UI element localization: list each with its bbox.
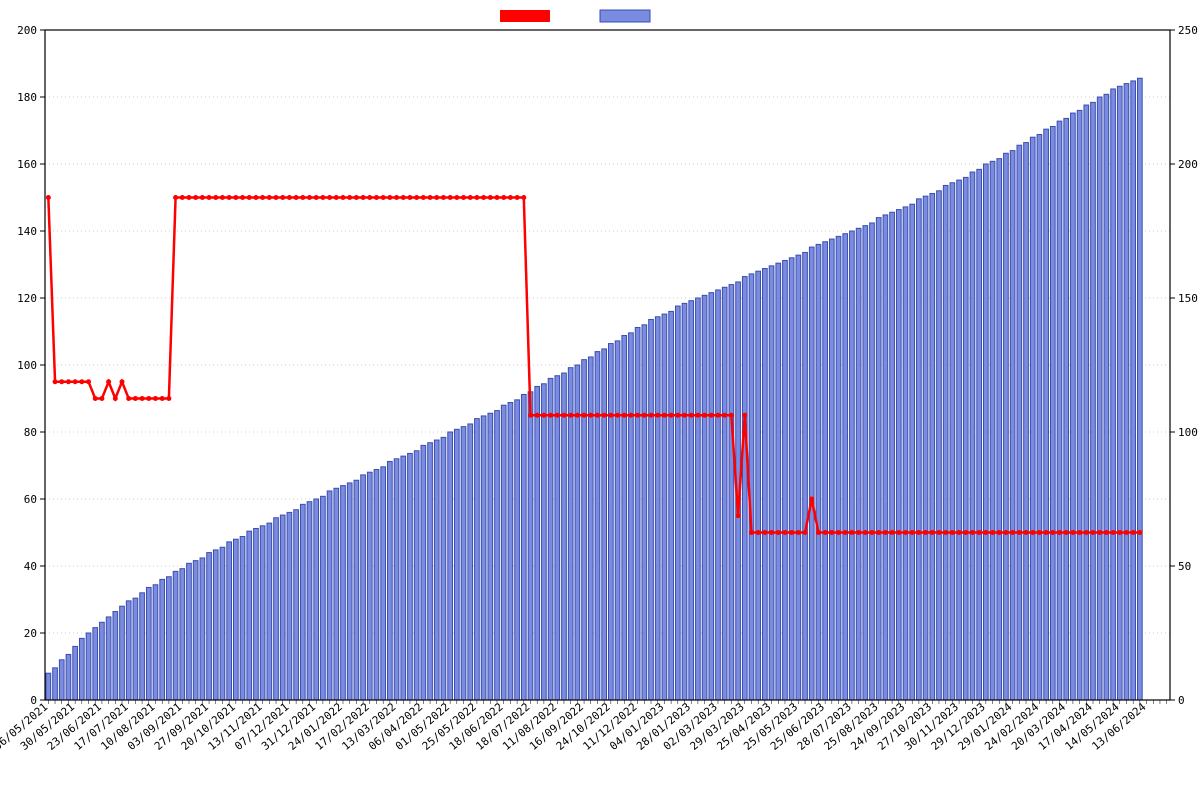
dual-axis-chart: 0204060801001201401601802000501001502002… bbox=[0, 0, 1200, 800]
y-right-tick: 250 bbox=[1178, 24, 1198, 37]
y-right-tick: 50 bbox=[1178, 560, 1191, 573]
y-left-tick: 80 bbox=[24, 426, 37, 439]
y-right-tick: 150 bbox=[1178, 292, 1198, 305]
y-left-tick: 180 bbox=[17, 91, 37, 104]
y-left-tick: 60 bbox=[24, 493, 37, 506]
y-left-tick: 160 bbox=[17, 158, 37, 171]
y-right-tick: 0 bbox=[1178, 694, 1185, 707]
y-left-tick: 100 bbox=[17, 359, 37, 372]
y-right-tick: 200 bbox=[1178, 158, 1198, 171]
y-left-tick: 20 bbox=[24, 627, 37, 640]
y-left-tick: 140 bbox=[17, 225, 37, 238]
y-left-tick: 120 bbox=[17, 292, 37, 305]
y-right-tick: 100 bbox=[1178, 426, 1198, 439]
y-left-tick: 40 bbox=[24, 560, 37, 573]
y-left-tick: 200 bbox=[17, 24, 37, 37]
